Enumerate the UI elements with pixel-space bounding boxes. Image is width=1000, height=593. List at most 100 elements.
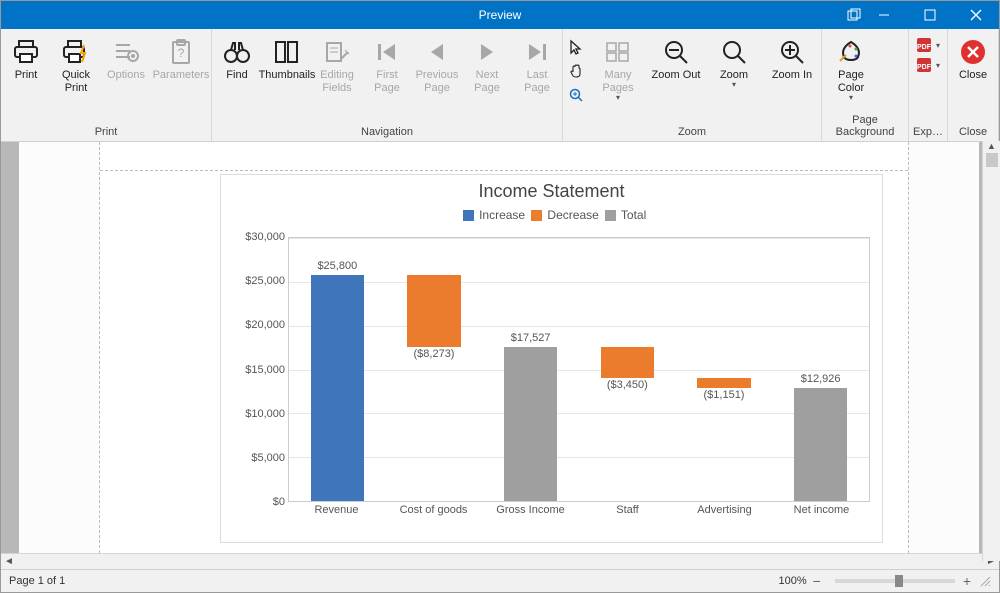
magnify-tool-icon[interactable] bbox=[566, 85, 586, 105]
scroll-thumb[interactable] bbox=[986, 153, 998, 167]
send-pdf-button[interactable]: PDF▾ bbox=[916, 57, 940, 73]
export-column: PDF▾ PDF▾ bbox=[909, 33, 947, 73]
pointer-tool-icon[interactable] bbox=[566, 37, 586, 57]
zoom-in-button[interactable]: + bbox=[963, 573, 971, 589]
gridline bbox=[289, 370, 869, 371]
lastpage-button: Last Page bbox=[512, 33, 562, 99]
gridline bbox=[289, 326, 869, 327]
prevpage-label: Previous Page bbox=[416, 69, 459, 95]
group-label: Print bbox=[1, 123, 211, 141]
firstpage-button: First Page bbox=[362, 33, 412, 99]
chart-legend: Increase Decrease Total bbox=[221, 208, 882, 222]
parameters-button: ?Parameters bbox=[151, 33, 211, 86]
bar-gross-income bbox=[504, 347, 557, 501]
bar-value-label: $25,800 bbox=[297, 260, 377, 272]
export-pdf-button[interactable]: PDF▾ bbox=[916, 37, 940, 53]
thumbnails-label: Thumbnails bbox=[259, 69, 316, 82]
gridline bbox=[289, 457, 869, 458]
margin-guide bbox=[100, 170, 908, 171]
nextpage-label: Next Page bbox=[474, 69, 500, 95]
bar-value-label: ($8,273) bbox=[394, 348, 474, 360]
hand-tool-icon[interactable] bbox=[566, 61, 586, 81]
ribbon-group-navigation: Find ThumbnailsEditing Fields First Page Pr… bbox=[212, 29, 563, 141]
zoomin-label: Zoom In bbox=[772, 69, 812, 82]
ribbon-group-close: Close Close bbox=[948, 29, 999, 141]
ribbon: PrintQuick PrintOptions?ParametersPrintF… bbox=[1, 29, 999, 142]
options-label: Options bbox=[107, 69, 145, 82]
chart-grid: $25,800 ($8,273) $17,527 ($3,450) ($1,151) $1… bbox=[288, 237, 870, 502]
zoom-slider-knob[interactable] bbox=[895, 575, 903, 587]
find-label: Find bbox=[226, 69, 247, 82]
zoom-slider[interactable] bbox=[835, 579, 955, 583]
legend-label: Increase bbox=[476, 208, 525, 222]
thumbnails-button[interactable]: Thumbnails bbox=[262, 33, 312, 86]
vertical-scrollbar[interactable]: ▲ bbox=[982, 141, 1000, 561]
manypages-label: Many Pages bbox=[591, 69, 645, 95]
group-label: Navigation bbox=[212, 123, 562, 141]
svg-text:?: ? bbox=[178, 46, 185, 60]
dropdown-arrow-icon: ▾ bbox=[616, 93, 620, 102]
maximize-button[interactable] bbox=[907, 1, 953, 29]
titlebar: Preview bbox=[1, 1, 999, 29]
svg-text:PDF: PDF bbox=[917, 44, 932, 51]
x-axis-label: Advertising bbox=[680, 504, 770, 516]
y-axis-label: $25,000 bbox=[233, 275, 285, 287]
close-window-button[interactable] bbox=[953, 1, 999, 29]
window-title: Preview bbox=[479, 8, 522, 22]
x-axis-label: Gross Income bbox=[486, 504, 576, 516]
close-red-icon bbox=[958, 37, 988, 67]
editingfields-button: Editing Fields bbox=[312, 33, 362, 99]
chart-plot: $25,800 ($8,273) $17,527 ($3,450) ($1,151) $1… bbox=[233, 237, 870, 520]
bar-value-label: $17,527 bbox=[491, 332, 571, 344]
pagecolor-button[interactable]: Page Color▾ bbox=[822, 33, 880, 106]
options-icon bbox=[111, 37, 141, 67]
gridline bbox=[289, 282, 869, 283]
pagecolor-label: Page Color bbox=[824, 69, 878, 95]
bar-cost-of-goods bbox=[407, 275, 460, 348]
zoomout-button[interactable]: Zoom Out bbox=[647, 33, 705, 86]
zoom-out-button[interactable]: − bbox=[813, 573, 821, 589]
find-button[interactable]: Find bbox=[212, 33, 262, 86]
pagecolor-icon bbox=[836, 37, 866, 67]
chart-title: Income Statement bbox=[221, 181, 882, 202]
ribbon-group-print: Print Quick Print Options ?Parameters Print bbox=[1, 29, 212, 141]
first-icon bbox=[372, 37, 402, 67]
quickprint-label: Quick Print bbox=[62, 69, 90, 95]
options-button: Options bbox=[101, 33, 151, 86]
preview-canvas: Income Statement Increase Decrease Total… bbox=[1, 142, 999, 569]
horizontal-scrollbar[interactable]: ◄ ► bbox=[1, 553, 999, 569]
x-axis-label: Staff bbox=[582, 504, 672, 516]
ribbon-group-zoom: Many Pages▾Zoom OutZoom▾Zoom InZoom bbox=[563, 29, 822, 141]
page: Income Statement Increase Decrease Total… bbox=[99, 142, 909, 553]
restore-hint-icon bbox=[847, 1, 861, 29]
close-button[interactable]: Close bbox=[948, 33, 998, 86]
zoom-button[interactable]: Zoom▾ bbox=[705, 33, 763, 93]
y-axis-label: $5,000 bbox=[233, 452, 285, 464]
scroll-left-icon[interactable]: ◄ bbox=[1, 556, 17, 567]
bar-value-label: $12,926 bbox=[781, 373, 861, 385]
zoomin-button[interactable]: Zoom In bbox=[763, 33, 821, 86]
thumbnails-icon bbox=[272, 37, 302, 67]
y-axis-label: $20,000 bbox=[233, 319, 285, 331]
scroll-up-icon[interactable]: ▲ bbox=[987, 141, 996, 151]
quickprint-button[interactable]: Quick Print bbox=[51, 33, 101, 99]
legend-swatch bbox=[531, 210, 542, 221]
page-indicator: Page 1 of 1 bbox=[9, 575, 65, 587]
ribbon-group-exp: PDF▾PDF▾Exp… bbox=[909, 29, 948, 141]
firstpage-label: First Page bbox=[374, 69, 400, 95]
minimize-button[interactable] bbox=[861, 1, 907, 29]
page-background: Income Statement Increase Decrease Total… bbox=[19, 142, 979, 553]
y-axis-label: $10,000 bbox=[233, 408, 285, 420]
svg-text:PDF: PDF bbox=[917, 64, 932, 71]
manypages-icon bbox=[603, 37, 633, 67]
waterfall-chart: Income Statement Increase Decrease Total… bbox=[220, 174, 883, 543]
zoomout-label: Zoom Out bbox=[652, 69, 701, 82]
group-label: Close bbox=[948, 123, 998, 141]
printer-icon bbox=[11, 37, 41, 67]
ribbon-group-pagebackground: Page Color▾Page Background bbox=[822, 29, 909, 141]
bar-value-label: ($1,151) bbox=[684, 389, 764, 401]
print-button[interactable]: Print bbox=[1, 33, 51, 86]
bar-staff bbox=[601, 347, 654, 377]
bar-value-label: ($3,450) bbox=[587, 379, 667, 391]
next-icon bbox=[472, 37, 502, 67]
